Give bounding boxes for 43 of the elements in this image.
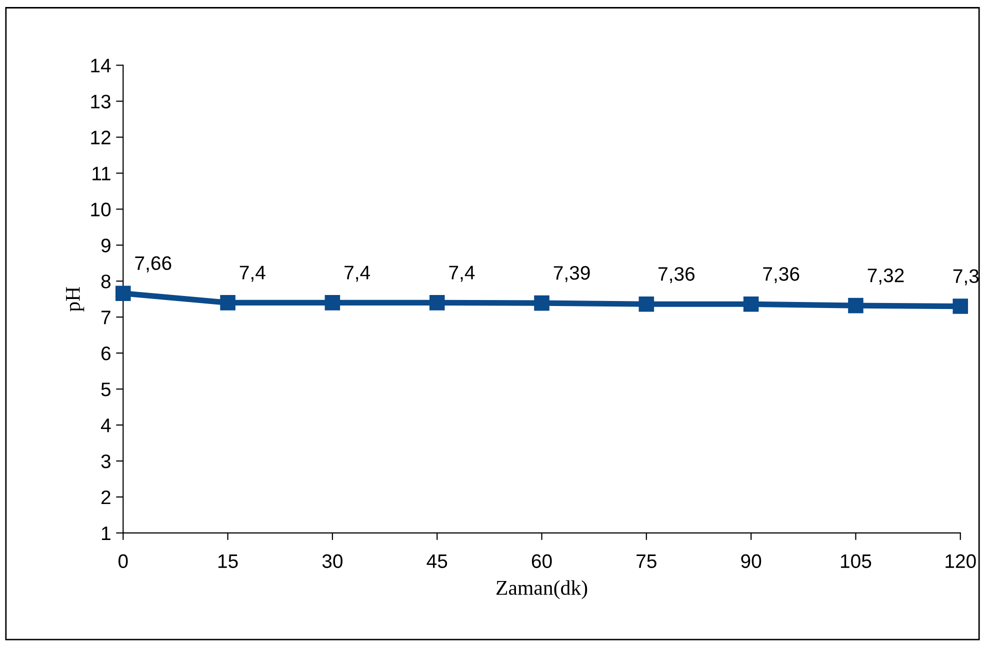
y-tick-label: 6 (101, 346, 110, 360)
data-label: 7,36 (658, 267, 695, 284)
y-tick-label: 5 (101, 382, 111, 396)
data-label: 7,4 (449, 266, 475, 282)
point (638, 296, 654, 312)
x-tick-label: 75 (636, 554, 656, 568)
y-tick-label: 1 (102, 526, 110, 540)
y-tick-label: 4 (100, 418, 111, 432)
point (324, 295, 340, 310)
x-tick-label: 30 (322, 554, 342, 568)
point (743, 296, 759, 312)
x-axis-title: Zaman(dk) (496, 580, 588, 600)
point (952, 298, 968, 314)
y-tick-label: 11 (92, 166, 110, 180)
data-label: 7,4 (240, 266, 266, 282)
data-label: 7,32 (868, 268, 904, 285)
data-label: 7,36 (763, 267, 800, 284)
x-tick-label: 60 (532, 554, 552, 568)
x-tick-label: 90 (741, 554, 762, 568)
point (429, 295, 445, 310)
x-tick-label: 45 (426, 554, 448, 568)
y-axis-title: pH (66, 286, 84, 312)
data-label: 7,39 (554, 266, 590, 282)
y-tick-label: 14 (91, 58, 111, 72)
y-tick-label: 7 (102, 310, 110, 324)
y-tick-label: 10 (91, 202, 111, 216)
data-label: 7,66 (135, 256, 172, 272)
x-tick-label: 0 (118, 554, 128, 568)
y-tick-label: 13 (91, 94, 110, 108)
y-tick-label: 12 (91, 130, 110, 144)
y-tick-label: 2 (101, 490, 110, 504)
x-tick-label: 120 (946, 554, 976, 568)
y-tick-label: 3 (101, 454, 110, 468)
point (848, 298, 864, 314)
point (220, 295, 236, 310)
y-tick-label: 8 (101, 274, 110, 288)
x-tick-label: 15 (218, 554, 238, 568)
point (115, 286, 131, 301)
data-label: 7,4 (344, 266, 370, 282)
x-tick-label: 105 (840, 554, 872, 568)
y-tick-label: 9 (101, 238, 110, 252)
point (534, 295, 550, 311)
data-label: 7,3 (953, 269, 979, 286)
